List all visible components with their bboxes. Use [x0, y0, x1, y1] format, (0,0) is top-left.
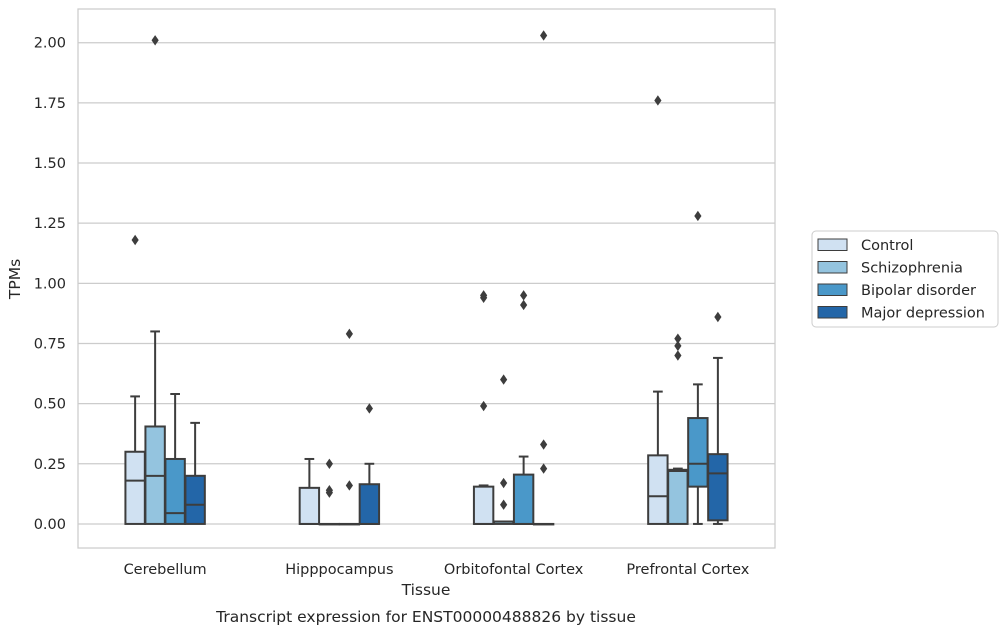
x-axis-label: Tissue [401, 581, 451, 599]
legend-item: Schizophrenia [817, 261, 963, 277]
box [358, 483, 381, 525]
outlier-point [674, 340, 682, 352]
x-tick-label: Hipppocampus [285, 562, 393, 578]
boxplot [298, 457, 321, 525]
outlier-point [325, 458, 333, 469]
boxplot [492, 520, 515, 525]
legend-item: Bipolar disorder [817, 283, 976, 299]
boxplots [124, 330, 729, 526]
boxplot [472, 484, 495, 525]
outlier-point [345, 480, 353, 491]
box [298, 486, 321, 525]
legend-swatch [817, 283, 848, 296]
y-axis-label: TPMs [6, 259, 24, 300]
outlier-point [131, 234, 139, 246]
boxplot [124, 395, 146, 525]
legend-swatch [817, 261, 848, 274]
y-tick-label: 0.75 [34, 336, 66, 352]
y-axis-ticks: 0.00 0.25 0.50 0.75 1.00 1.25 1.50 1.75 2.00 [34, 36, 66, 533]
outlier-point [365, 403, 373, 414]
outlier-point [500, 477, 508, 489]
y-tick-label: 1.00 [34, 276, 66, 292]
x-tick-label: Orbitofontal Cortex [444, 562, 584, 578]
boxplot [184, 421, 206, 525]
outliers [131, 30, 722, 510]
plot-area-frame [77, 8, 776, 549]
boxplot [338, 522, 361, 526]
outlier-point [480, 400, 488, 412]
outlier-point [674, 333, 682, 344]
boxplot [532, 522, 555, 526]
legend-label: Schizophrenia [861, 261, 963, 277]
y-tick-label: 0.50 [34, 397, 66, 413]
legend-label: Control [861, 238, 913, 254]
x-axis-ticks: Cerebellum Hipppocampus Orbitofontal Corte… [124, 562, 750, 578]
box [124, 450, 146, 525]
y-tick-label: 0.00 [34, 517, 66, 533]
boxplot [144, 330, 166, 525]
x-tick-label: Cerebellum [124, 562, 207, 578]
legend-item: Major depression [817, 306, 985, 322]
outlier-point [151, 35, 159, 46]
legend-label: Bipolar disorder [861, 283, 976, 299]
box [512, 473, 535, 525]
boxplot [164, 393, 186, 525]
outlier-point [520, 290, 528, 301]
outlier-point [500, 374, 508, 385]
outlier-point [480, 290, 488, 301]
outlier-point [345, 328, 353, 340]
box [707, 453, 729, 522]
outlier-point [714, 311, 722, 323]
boxplot [687, 383, 709, 525]
box [164, 457, 186, 525]
outlier-point [520, 299, 528, 311]
legend-label: Major depression [861, 306, 985, 322]
box [647, 454, 669, 525]
boxplot [318, 522, 341, 526]
outlier-point [540, 30, 548, 41]
box [667, 468, 689, 525]
outlier-point [500, 499, 508, 510]
outlier-point [540, 439, 548, 450]
y-tick-label: 2.00 [34, 36, 66, 52]
boxplot [647, 390, 669, 525]
boxplot [707, 356, 729, 525]
x-tick-label: Prefrontal Cortex [626, 562, 749, 578]
box [184, 474, 206, 525]
legend-swatch [817, 238, 848, 251]
y-tick-label: 1.50 [34, 156, 66, 172]
gridlines [78, 42, 775, 525]
y-tick-label: 0.25 [34, 457, 66, 473]
box [472, 485, 495, 525]
outlier-point [325, 485, 333, 496]
outlier-point [694, 210, 702, 222]
outlier-point [540, 463, 548, 474]
legend-frame [811, 230, 999, 328]
boxplot [512, 455, 535, 525]
legend-swatch [817, 306, 848, 319]
outlier-point [654, 95, 662, 106]
y-tick-label: 1.75 [34, 96, 66, 112]
chart-caption: Transcript expression for ENST0000048882… [215, 608, 636, 626]
legend: Control Schizophrenia Bipolar disorder Majo… [811, 230, 999, 328]
y-tick-label: 1.25 [34, 216, 66, 232]
legend-item: Control [817, 238, 913, 254]
outlier-point [674, 350, 682, 361]
box [687, 417, 709, 488]
boxplot [667, 467, 689, 525]
boxplot [358, 462, 381, 525]
